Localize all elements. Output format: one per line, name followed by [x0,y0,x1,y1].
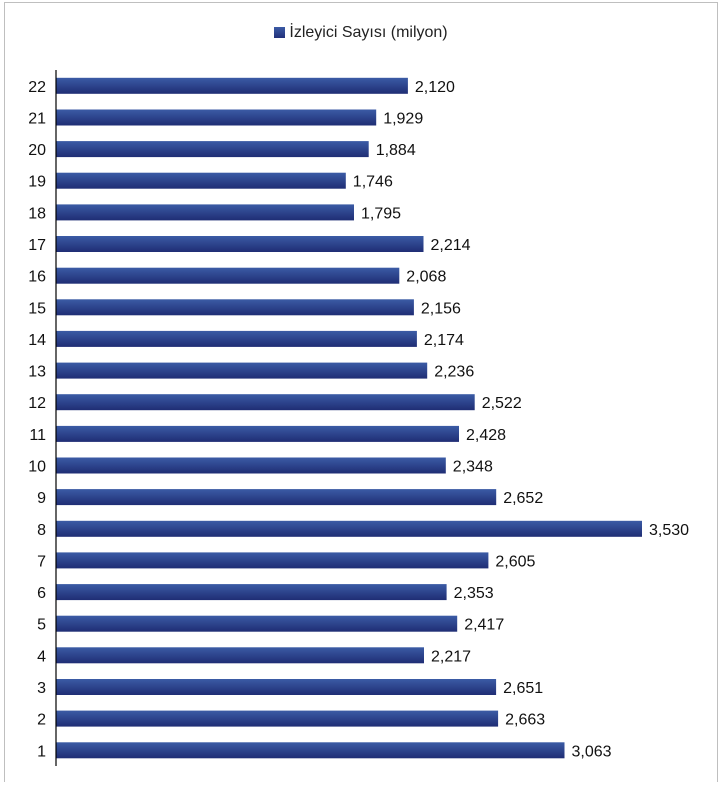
bar-16 [56,267,400,284]
legend-label: İzleyici Sayısı (milyon) [289,24,448,41]
y-tick-label: 1 [37,743,46,760]
data-label: 1,746 [353,174,393,191]
legend: İzleyici Sayısı (milyon) [0,24,722,42]
data-label: 2,663 [505,712,545,729]
y-tick-label: 10 [28,459,46,476]
bar-19 [56,172,346,189]
y-tick-label: 13 [28,364,46,381]
bar-6 [56,584,447,601]
data-label: 1,929 [383,111,423,128]
data-label: 2,174 [424,332,464,349]
data-label: 2,348 [453,459,493,476]
bar-8 [56,520,642,537]
data-label: 2,652 [503,490,543,507]
y-tick-label: 21 [28,111,46,128]
data-label: 2,156 [421,300,461,317]
y-tick-label: 18 [28,205,46,222]
y-tick-label: 12 [28,395,46,412]
data-label: 2,428 [466,427,506,444]
bar-1 [56,742,565,759]
bar-2 [56,710,499,727]
y-tick-label: 22 [28,79,46,96]
bar-11 [56,425,459,442]
y-tick-label: 11 [29,427,46,444]
y-tick-label: 17 [28,237,46,254]
bar-15 [56,299,414,316]
bar-21 [56,109,377,126]
y-tick-label: 16 [28,269,46,286]
bar-22 [56,77,408,94]
data-label: 2,236 [434,364,474,381]
data-label: 3,530 [649,522,689,539]
bar-20 [56,141,369,158]
data-label: 2,417 [464,617,504,634]
data-label: 3,063 [572,743,612,760]
data-label: 2,214 [431,237,471,254]
y-tick-label: 5 [37,617,46,634]
data-label: 2,353 [454,585,494,602]
bar-12 [56,394,475,411]
bar-14 [56,330,417,347]
y-tick-label: 8 [37,522,46,539]
data-label: 2,120 [415,79,455,96]
bar-5 [56,615,458,632]
data-label: 1,884 [376,142,416,159]
y-tick-label: 6 [37,585,46,602]
legend-swatch [274,27,286,38]
data-label: 1,795 [361,205,401,222]
data-label: 2,217 [431,648,471,665]
data-label: 2,651 [503,680,543,697]
data-label: 2,522 [482,395,522,412]
data-label: 2,068 [406,269,446,286]
bar-17 [56,236,424,252]
y-tick-label: 14 [28,332,46,349]
y-tick-label: 4 [37,648,46,665]
y-tick-label: 19 [28,174,46,191]
y-tick-label: 15 [28,300,46,317]
bar-9 [56,489,497,506]
y-tick-label: 9 [37,490,46,507]
bar-4 [56,647,424,664]
data-label: 2,605 [495,553,535,570]
bar-3 [56,679,497,695]
y-tick-label: 3 [37,680,46,697]
y-tick-label: 7 [37,553,46,570]
bar-18 [56,204,354,221]
bar-7 [56,552,489,569]
bar-10 [56,457,446,474]
y-tick-label: 2 [37,712,46,729]
bar-13 [56,362,428,379]
y-tick-label: 20 [28,142,46,159]
